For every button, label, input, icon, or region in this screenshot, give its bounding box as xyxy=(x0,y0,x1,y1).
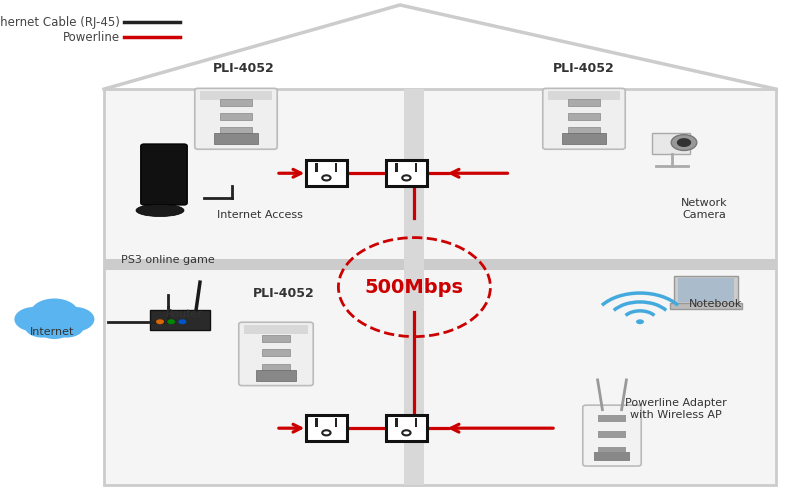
Bar xyxy=(315,418,318,427)
Bar xyxy=(214,134,258,145)
Text: Powerline Adapter
with Wireless AP: Powerline Adapter with Wireless AP xyxy=(625,398,727,420)
Bar xyxy=(594,452,630,461)
Bar xyxy=(306,415,347,441)
Bar xyxy=(306,160,347,186)
Circle shape xyxy=(49,316,84,338)
Bar xyxy=(674,276,738,304)
Circle shape xyxy=(322,175,330,181)
FancyBboxPatch shape xyxy=(542,88,626,149)
Circle shape xyxy=(178,319,186,324)
Circle shape xyxy=(167,319,175,324)
Circle shape xyxy=(402,175,410,181)
Bar xyxy=(315,163,318,172)
Bar xyxy=(678,278,734,302)
Text: Network
Camera: Network Camera xyxy=(681,198,727,220)
FancyBboxPatch shape xyxy=(195,88,278,149)
Bar xyxy=(220,127,252,134)
Text: PLI-4052: PLI-4052 xyxy=(253,287,315,300)
Circle shape xyxy=(677,138,691,147)
Text: Powerline: Powerline xyxy=(63,31,120,44)
FancyBboxPatch shape xyxy=(141,144,187,205)
Bar xyxy=(104,89,776,485)
Bar xyxy=(220,99,252,106)
Bar xyxy=(598,415,626,422)
Bar xyxy=(334,418,338,427)
Ellipse shape xyxy=(136,204,184,216)
Bar xyxy=(334,163,338,172)
Bar xyxy=(414,418,418,427)
Bar xyxy=(598,446,626,453)
Circle shape xyxy=(30,298,78,328)
Bar xyxy=(568,113,600,120)
Text: 500Mbps: 500Mbps xyxy=(365,278,464,297)
Circle shape xyxy=(25,316,60,338)
Bar xyxy=(256,370,296,381)
FancyBboxPatch shape xyxy=(238,322,314,386)
Text: PS3 online game: PS3 online game xyxy=(121,255,215,265)
Text: Internet: Internet xyxy=(30,327,74,337)
Circle shape xyxy=(156,319,164,324)
Text: Router: Router xyxy=(166,309,202,319)
Bar xyxy=(386,160,427,186)
Bar xyxy=(652,133,690,154)
Bar xyxy=(220,113,252,120)
Circle shape xyxy=(402,430,410,436)
Bar xyxy=(262,349,290,356)
Text: Ethernet Cable (RJ-45): Ethernet Cable (RJ-45) xyxy=(0,16,120,29)
FancyBboxPatch shape xyxy=(583,405,642,466)
Bar xyxy=(568,127,600,134)
Text: Internet Access: Internet Access xyxy=(217,210,303,220)
Bar xyxy=(395,163,398,172)
Circle shape xyxy=(322,430,330,436)
Bar xyxy=(386,415,427,441)
Bar xyxy=(568,99,600,106)
Bar xyxy=(262,335,290,342)
Bar xyxy=(104,259,776,270)
Bar xyxy=(670,303,742,309)
Circle shape xyxy=(54,307,94,332)
Text: PLI-4052: PLI-4052 xyxy=(213,62,275,75)
Bar xyxy=(245,325,308,334)
Bar xyxy=(262,364,290,371)
Bar xyxy=(549,91,619,100)
Bar xyxy=(598,431,626,438)
Text: Notebook: Notebook xyxy=(690,299,742,309)
Bar xyxy=(562,134,606,145)
Text: PLI-4052: PLI-4052 xyxy=(553,62,615,75)
Circle shape xyxy=(636,319,644,324)
Bar xyxy=(404,89,424,485)
Circle shape xyxy=(671,135,697,150)
Circle shape xyxy=(14,307,54,332)
Bar xyxy=(150,310,210,330)
Bar xyxy=(200,91,272,100)
Bar xyxy=(414,163,418,172)
Bar xyxy=(395,418,398,427)
Circle shape xyxy=(38,319,70,339)
